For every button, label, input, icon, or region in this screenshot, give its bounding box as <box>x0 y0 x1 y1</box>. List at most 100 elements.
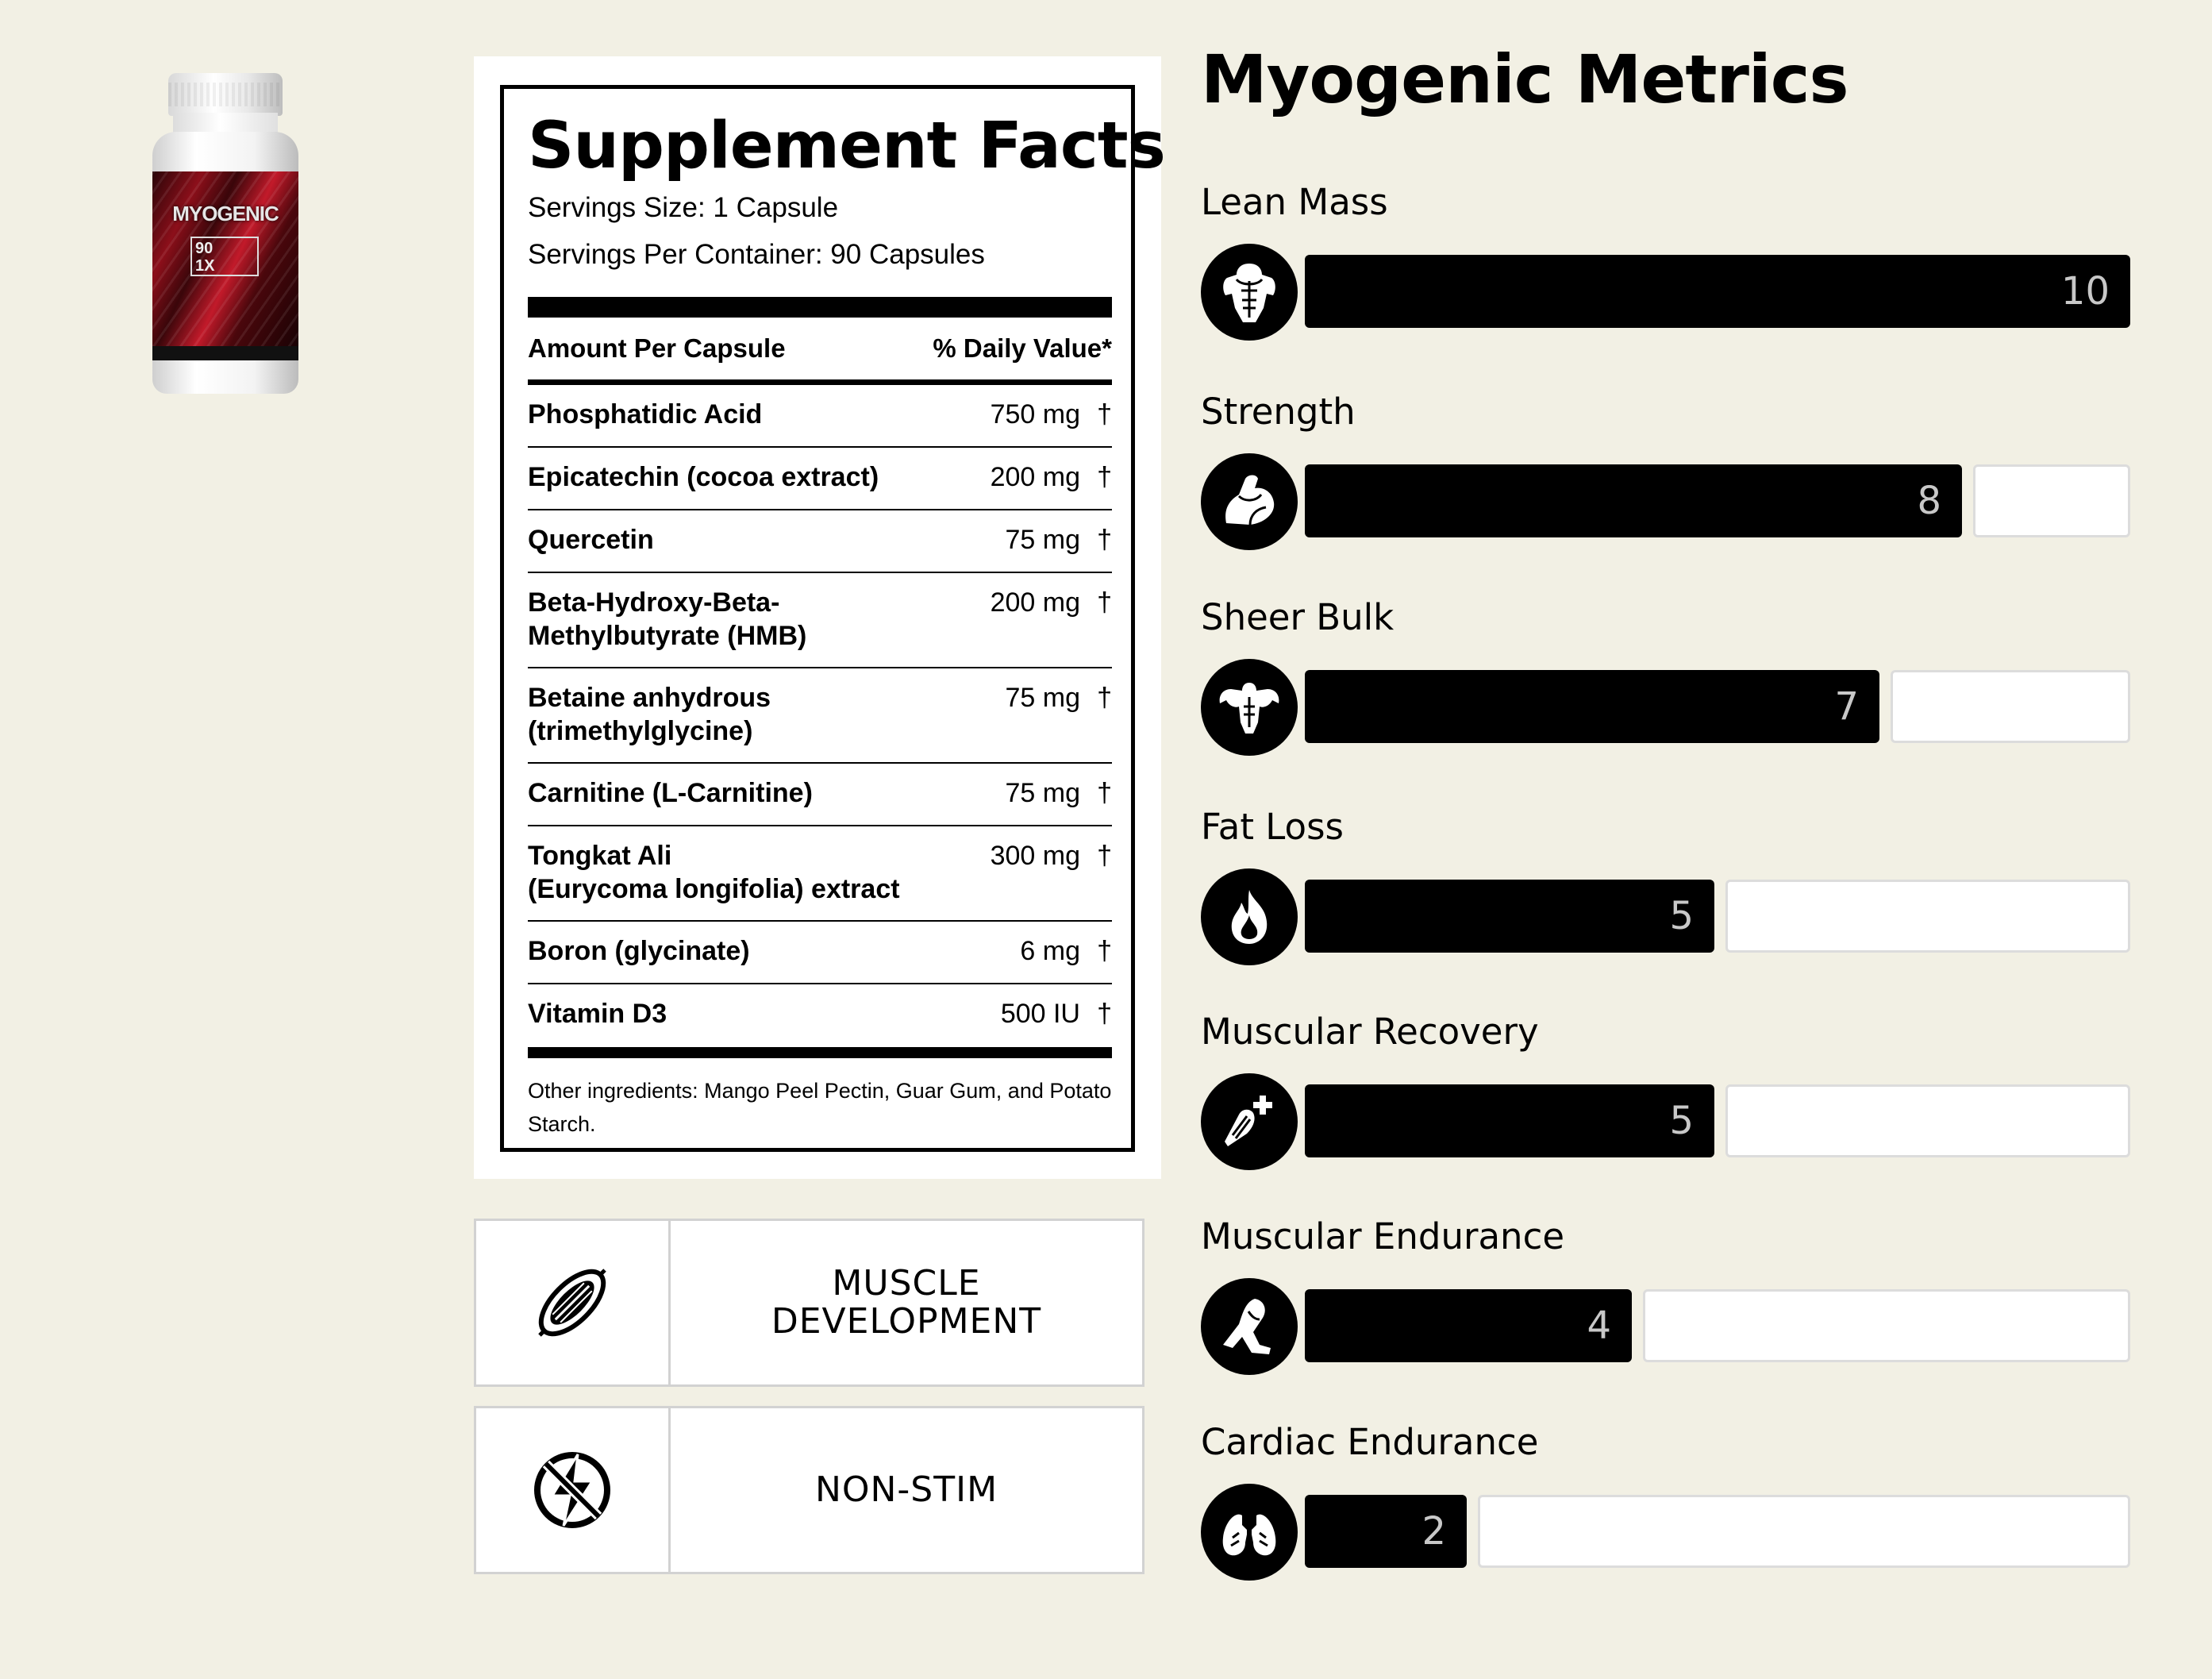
ingredient-amount: 6 mg <box>1020 936 1080 966</box>
feature-non-stim: NON-STIM <box>474 1406 1144 1574</box>
bottle-badge-serving: 1X <box>195 257 215 275</box>
ingredient-amount-cell: 300 mg † <box>991 826 1112 872</box>
metric-bar-row: 5 <box>1201 1073 2131 1170</box>
facts-divider-thick <box>528 297 1112 318</box>
bottle-badge-count: 90 <box>195 240 214 257</box>
metric-fill-bar: 7 <box>1305 670 1879 743</box>
supplement-facts-label: Supplement Facts Servings Size: 1 Capsul… <box>500 85 1166 1152</box>
metric-cardiac-endurance: Cardiac Endurance 2 <box>1201 1420 2130 1581</box>
facts-title: Supplement Facts <box>528 109 1166 183</box>
ingredient-name: Quercetin <box>528 525 654 555</box>
muscle-fiber-icon <box>538 1269 606 1337</box>
ingredient-name: Boron (glycinate) <box>528 936 750 966</box>
daily-value-dagger: † <box>1097 999 1112 1029</box>
metric-bar-row: 8 <box>1201 453 2131 550</box>
metric-label: Fat Loss <box>1201 806 1344 848</box>
metric-bar-row: 2 <box>1201 1484 2131 1581</box>
metric-remaining-bar <box>1891 670 2130 743</box>
metric-value: 5 <box>1669 894 1694 938</box>
metric-track: 2 <box>1305 1495 2130 1568</box>
ingredient-name: Betaine anhydrous (trimethylglycine) <box>528 683 771 746</box>
facts-row: Betaine anhydrous (trimethylglycine) 75 m… <box>528 668 1112 764</box>
daily-value-dagger: † <box>1097 841 1112 871</box>
metric-label: Strength <box>1201 391 1356 433</box>
metric-label: Muscular Recovery <box>1201 1011 1539 1053</box>
metric-strength: Strength 8 <box>1201 390 2130 550</box>
ingredient-amount: 200 mg <box>990 587 1080 618</box>
metric-fill-bar: 5 <box>1305 880 1714 953</box>
metric-fill-bar: 2 <box>1305 1495 1467 1568</box>
metric-lean-mass: Lean Mass 10 <box>1201 180 2130 341</box>
daily-value-dagger: † <box>1097 683 1112 713</box>
torso-icon <box>1201 244 1298 341</box>
running-leg-icon <box>1201 1278 1298 1375</box>
metric-sheer-bulk: Sheer Bulk 7 <box>1201 595 2130 756</box>
ingredient-amount-cell: 75 mg † <box>1006 764 1113 810</box>
facts-row: Epicatechin (cocoa extract) 200 mg † <box>528 448 1112 510</box>
metric-track: 7 <box>1305 670 2130 743</box>
daily-value-dagger: † <box>1097 778 1112 808</box>
metric-label: Muscular Endurance <box>1201 1215 1564 1257</box>
ingredient-amount: 750 mg <box>990 399 1080 429</box>
bottle-band <box>152 346 298 360</box>
servings-per-container: Servings Per Container: 90 Capsules <box>528 239 985 270</box>
metric-remaining-bar <box>1725 1084 2130 1157</box>
facts-row: Phosphatidic Acid 750 mg † <box>528 385 1112 448</box>
ingredient-name: Beta-Hydroxy-Beta- Methylbutyrate (HMB) <box>528 587 807 651</box>
metric-value: 7 <box>1834 684 1859 729</box>
ingredient-name: Tongkat Ali (Eurycoma longifolia) extrac… <box>528 841 900 904</box>
metric-value: 2 <box>1421 1509 1446 1554</box>
ingredient-name: Vitamin D3 <box>528 999 667 1029</box>
ingredient-amount-cell: 75 mg † <box>1006 510 1113 556</box>
muscle-plus-icon <box>1201 1073 1298 1170</box>
facts-row: Boron (glycinate) 6 mg † <box>528 922 1112 984</box>
ingredient-amount-cell: 500 IU † <box>1001 984 1112 1030</box>
bottle-cap <box>168 73 283 116</box>
metric-fill-bar: 4 <box>1305 1289 1632 1362</box>
metric-value: 4 <box>1587 1304 1611 1348</box>
metric-remaining-bar <box>1643 1289 2130 1362</box>
metric-value: 10 <box>2060 269 2110 314</box>
metric-label: Sheer Bulk <box>1201 596 1395 638</box>
ingredient-amount-cell: 200 mg † <box>991 448 1112 494</box>
daily-value-dagger: † <box>1097 399 1112 429</box>
metric-track: 5 <box>1305 1084 2130 1157</box>
metric-remaining-bar <box>1478 1495 2130 1568</box>
facts-row: Tongkat Ali (Eurycoma longifolia) extrac… <box>528 826 1112 922</box>
metric-bar-row: 4 <box>1201 1278 2131 1375</box>
bottle-body: MYOGENIC 90 1X <box>152 132 298 394</box>
metric-bar-row: 10 <box>1201 244 2131 341</box>
header-amount: Amount Per Capsule <box>528 333 786 363</box>
feature-label-muscle-development: MUSCLE DEVELOPMENT <box>771 1263 1042 1342</box>
ingredient-amount-cell: 750 mg † <box>991 385 1112 431</box>
ingredient-amount-cell: 75 mg † <box>1006 668 1113 714</box>
daily-value-dagger: † <box>1097 587 1112 618</box>
metrics-title: Myogenic Metrics <box>1201 40 1849 118</box>
other-ingredients: Other ingredients: Mango Peel Pectin, Gu… <box>528 1079 1112 1136</box>
facts-rows: Phosphatidic Acid 750 mg † Epicatechin (coc… <box>528 385 1112 1047</box>
metric-fill-bar: 5 <box>1305 1084 1714 1157</box>
feature-muscle-development: MUSCLE DEVELOPMENT <box>474 1219 1144 1387</box>
feature-icon-cell <box>476 1221 671 1384</box>
bottle-brand-text: MYOGENIC <box>172 202 279 225</box>
metric-remaining-bar <box>1725 880 2130 953</box>
metric-fill-bar: 8 <box>1305 464 1962 537</box>
ingredient-amount-cell: 200 mg † <box>991 573 1112 619</box>
header-daily-value: % Daily Value* <box>933 333 1112 363</box>
metric-value: 5 <box>1669 1099 1694 1143</box>
bodybuilder-icon <box>1201 659 1298 756</box>
flexed-arm-icon <box>1201 453 1298 550</box>
bottle-badge: 90 1X <box>190 237 259 276</box>
flame-icon <box>1201 868 1298 965</box>
metric-track: 8 <box>1305 464 2130 537</box>
metric-remaining-bar <box>1973 464 2130 537</box>
ingredient-name: Phosphatidic Acid <box>528 399 763 429</box>
facts-row: Beta-Hydroxy-Beta- Methylbutyrate (HMB) 2… <box>528 573 1112 668</box>
feature-icon-cell <box>476 1408 671 1572</box>
ingredient-amount-cell: 6 mg † <box>1020 922 1112 968</box>
ingredient-amount: 300 mg <box>990 841 1080 871</box>
bottle-neck <box>173 113 278 135</box>
ingredient-name: Carnitine (L-Carnitine) <box>528 778 813 808</box>
no-stimulant-icon <box>534 1452 610 1528</box>
daily-value-dagger: † <box>1097 462 1112 492</box>
